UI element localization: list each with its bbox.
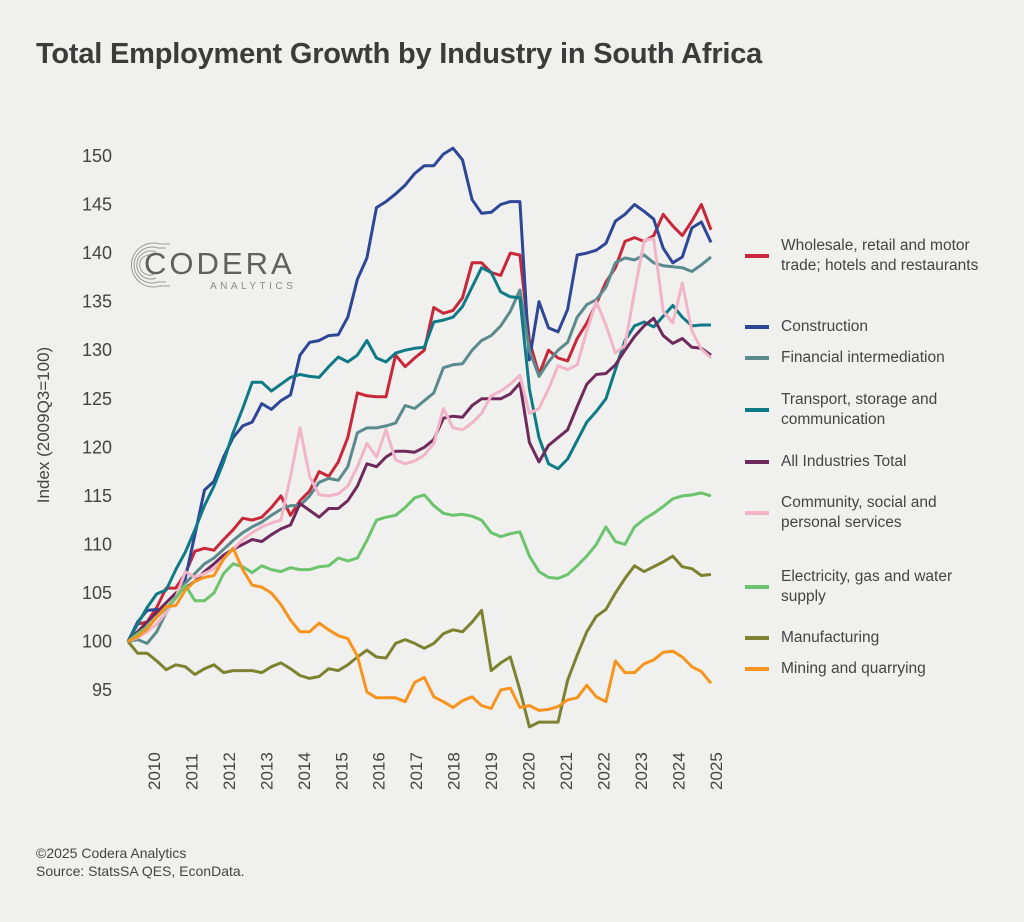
series-line-all-industries-total bbox=[126, 316, 712, 643]
y-tick-label: 105 bbox=[82, 583, 112, 603]
chart-title: Total Employment Growth by Industry in S… bbox=[36, 38, 763, 70]
legend-swatch bbox=[745, 460, 769, 464]
legend-item-manufacturing: Manufacturing bbox=[745, 628, 981, 648]
footer: ©2025 Codera Analytics Source: StatsSA Q… bbox=[36, 844, 245, 880]
y-tick-label: 95 bbox=[92, 680, 112, 700]
logo-mark-icon bbox=[130, 242, 170, 288]
legend-item-all-industries: All Industries Total bbox=[745, 452, 981, 472]
x-tick-label: 2016 bbox=[370, 752, 389, 790]
logo-subtitle: ANALYTICS bbox=[210, 281, 297, 292]
y-tick-label: 120 bbox=[82, 437, 112, 457]
x-tick-label: 2010 bbox=[145, 752, 164, 790]
x-tick-label: 2020 bbox=[520, 752, 539, 790]
legend-swatch bbox=[745, 408, 769, 412]
x-tick-label: 2025 bbox=[707, 752, 726, 790]
x-tick-label: 2021 bbox=[557, 752, 576, 790]
y-tick-label: 145 bbox=[82, 195, 112, 215]
source-text: Source: StatsSA QES, EconData. bbox=[36, 863, 245, 879]
legend-label: Transport, storage and communication bbox=[781, 391, 938, 428]
legend-swatch bbox=[745, 585, 769, 589]
series-line-transport-storage-and-communication bbox=[126, 266, 711, 643]
legend-item-financial: Financial intermediation bbox=[745, 348, 981, 368]
legend-item-transport: Transport, storage and communication bbox=[745, 390, 981, 430]
x-tick-label: 2019 bbox=[482, 752, 501, 790]
x-tick-label: 2017 bbox=[407, 752, 426, 790]
legend-swatch bbox=[745, 254, 769, 258]
legend-label: All Industries Total bbox=[781, 453, 907, 470]
y-tick-labels: 95 100 105 110 115 120 125 130 135 140 145 150 bbox=[82, 146, 112, 700]
legend-label: Financial intermediation bbox=[781, 349, 945, 366]
legend-item-wholesale: Wholesale, retail and motor trade; hotel… bbox=[745, 236, 981, 276]
legend-label: Electricity, gas and water supply bbox=[781, 568, 953, 605]
x-tick-label: 2015 bbox=[332, 752, 351, 790]
legend-swatch bbox=[745, 325, 769, 329]
legend-item-mining: Mining and quarrying bbox=[745, 659, 981, 679]
copyright-text: ©2025 Codera Analytics bbox=[36, 845, 187, 861]
x-tick-label: 2024 bbox=[669, 752, 688, 790]
y-tick-label: 110 bbox=[83, 534, 112, 554]
legend-item-community: Community, social and personal services bbox=[745, 493, 981, 533]
x-tick-label: 2018 bbox=[445, 752, 464, 790]
codera-logo: CODERA ANALYTICS bbox=[130, 236, 310, 296]
x-tick-label: 2011 bbox=[182, 753, 201, 790]
y-tick-label: 150 bbox=[82, 146, 112, 166]
x-tick-label: 2022 bbox=[594, 752, 613, 790]
series-line-mining-and-quarrying bbox=[127, 546, 713, 712]
y-tick-label: 135 bbox=[82, 292, 112, 312]
legend-swatch bbox=[745, 511, 769, 515]
x-tick-label: 2023 bbox=[632, 752, 651, 790]
y-tick-label: 140 bbox=[82, 243, 112, 263]
y-tick-label: 100 bbox=[82, 632, 112, 652]
y-tick-label: 130 bbox=[82, 340, 112, 360]
y-tick-label: 115 bbox=[83, 486, 112, 506]
legend-label: Wholesale, retail and motor trade; hotel… bbox=[781, 237, 979, 274]
series-line-manufacturing bbox=[126, 554, 712, 729]
logo-name: CODERA bbox=[144, 246, 295, 281]
x-tick-label: 2014 bbox=[295, 752, 314, 790]
x-tick-label: 2012 bbox=[220, 752, 239, 790]
legend-item-construction: Construction bbox=[745, 317, 981, 337]
legend-swatch bbox=[745, 636, 769, 640]
legend-swatch bbox=[745, 356, 769, 360]
series-line-electricity-gas-and-water-supply bbox=[127, 491, 712, 643]
x-tick-label: 2013 bbox=[257, 752, 276, 790]
series-line-financial-intermediation bbox=[127, 253, 712, 645]
legend-label: Construction bbox=[781, 318, 869, 335]
legend-label: Mining and quarrying bbox=[781, 660, 926, 677]
legend-label: Community, social and personal services bbox=[781, 494, 937, 531]
x-tick-labels: 2010 2011 2012 2013 2014 2015 2016 2017 2018 2019… bbox=[145, 752, 726, 790]
legend-item-electricity: Electricity, gas and water supply bbox=[745, 567, 981, 607]
series-lines bbox=[126, 146, 713, 729]
legend-swatch bbox=[745, 667, 769, 671]
legend-label: Manufacturing bbox=[781, 629, 880, 646]
y-tick-label: 125 bbox=[82, 389, 112, 409]
